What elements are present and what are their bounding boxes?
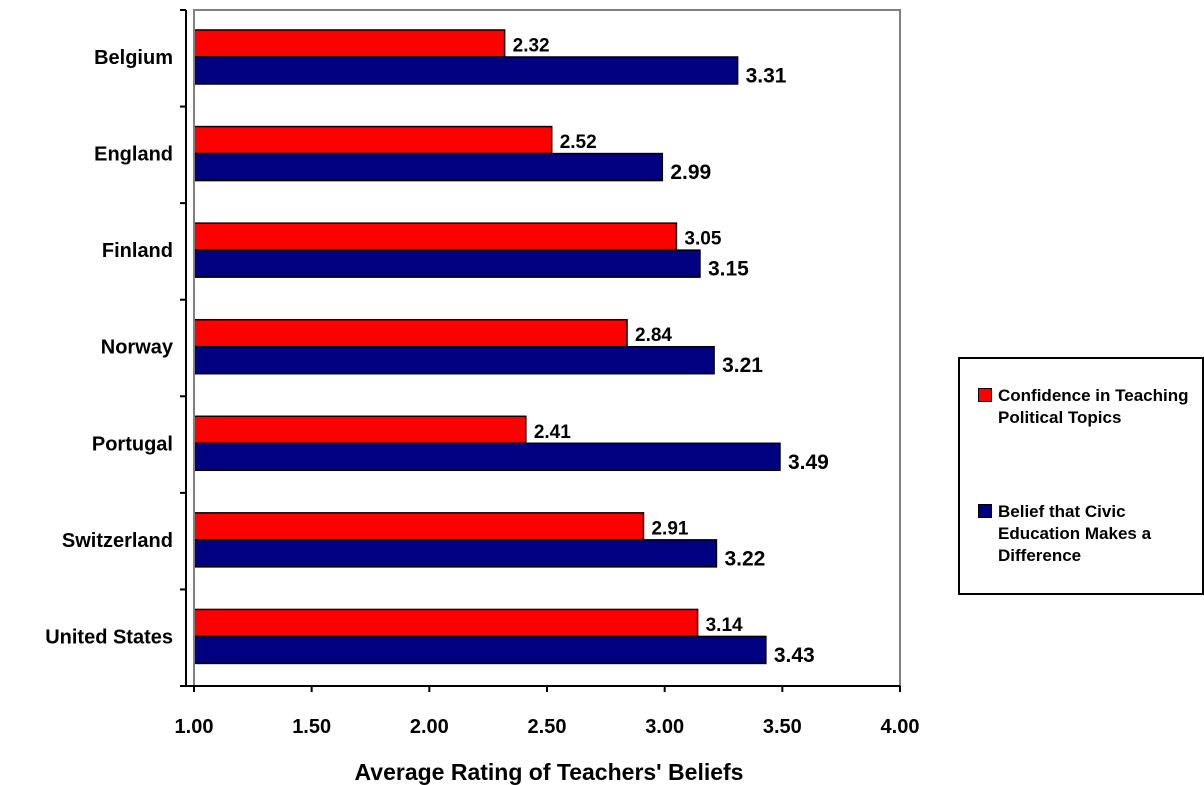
bar-confidence-switzerland [193, 512, 645, 541]
legend-label-confidence: Confidence in Teaching Political Topics [998, 386, 1189, 427]
legend-item-confidence: Confidence in Teaching Political Topics [978, 385, 1198, 429]
value-label-confidence-switzerland: 2.91 [651, 518, 688, 539]
value-label-belief-united-states: 3.43 [774, 644, 815, 667]
value-label-confidence-belgium: 2.32 [513, 36, 550, 57]
bars-group [193, 29, 781, 665]
legend: Confidence in Teaching Political Topics … [958, 357, 1204, 595]
x-tick-label: 3.50 [763, 716, 802, 738]
bar-belief-portugal [193, 442, 781, 472]
value-label-confidence-england: 2.52 [560, 132, 597, 153]
x-tick-label: 3.00 [645, 716, 684, 738]
legend-label-belief: Belief that Civic Education Makes a Diff… [998, 502, 1152, 565]
value-label-belief-norway: 3.21 [722, 354, 763, 377]
value-label-belief-england: 2.99 [670, 161, 711, 184]
value-label-belief-portugal: 3.49 [788, 451, 829, 474]
bar-belief-switzerland [193, 539, 718, 568]
category-label-norway: Norway [101, 337, 174, 359]
axes-group [180, 9, 901, 692]
x-axis-title: Average Rating of Teachers' Beliefs [355, 759, 744, 785]
value-label-confidence-norway: 2.84 [635, 325, 672, 346]
value-label-confidence-finland: 3.05 [684, 229, 721, 250]
legend-swatch-confidence [978, 388, 992, 402]
bar-confidence-belgium [193, 29, 506, 58]
bar-confidence-finland [193, 222, 678, 251]
value-label-belief-belgium: 3.31 [746, 65, 787, 88]
legend-item-belief: Belief that Civic Education Makes a Diff… [978, 501, 1198, 567]
bar-confidence-norway [193, 318, 628, 348]
bar-confidence-portugal [193, 415, 527, 445]
category-label-portugal: Portugal [92, 433, 173, 455]
category-label-switzerland: Switzerland [62, 530, 173, 552]
value-label-confidence-portugal: 2.41 [534, 422, 571, 443]
legend-swatch-belief [978, 504, 992, 518]
bar-belief-finland [193, 249, 701, 278]
bar-confidence-united-states [193, 608, 699, 638]
bar-belief-norway [193, 345, 715, 375]
value-labels-group: 2.32 3.31 2.52 2.99 3.05 3.15 2.84 3.21 2.41 3.49… [513, 36, 829, 667]
category-label-england: England [94, 144, 173, 166]
value-label-belief-switzerland: 3.22 [724, 547, 765, 570]
value-label-confidence-united-states: 3.14 [706, 615, 743, 636]
category-label-belgium: Belgium [94, 47, 173, 69]
bar-belief-united-states [193, 635, 767, 665]
x-tick-label: 1.00 [175, 716, 214, 738]
bar-belief-belgium [193, 56, 739, 85]
tick-labels-group: 1.00 1.50 2.00 2.50 3.00 3.50 4.00 [175, 716, 920, 738]
category-label-united-states: United States [45, 626, 173, 648]
x-tick-label: 2.50 [528, 716, 567, 738]
value-label-belief-finland: 3.15 [708, 258, 749, 281]
category-label-finland: Finland [102, 240, 173, 262]
bar-belief-england [193, 152, 664, 182]
x-tick-label: 2.00 [410, 716, 449, 738]
x-tick-label: 1.50 [292, 716, 331, 738]
bar-confidence-england [193, 125, 553, 155]
x-tick-label: 4.00 [881, 716, 920, 738]
category-labels-group: Belgium England Finland Norway Portugal Switz… [45, 47, 174, 648]
